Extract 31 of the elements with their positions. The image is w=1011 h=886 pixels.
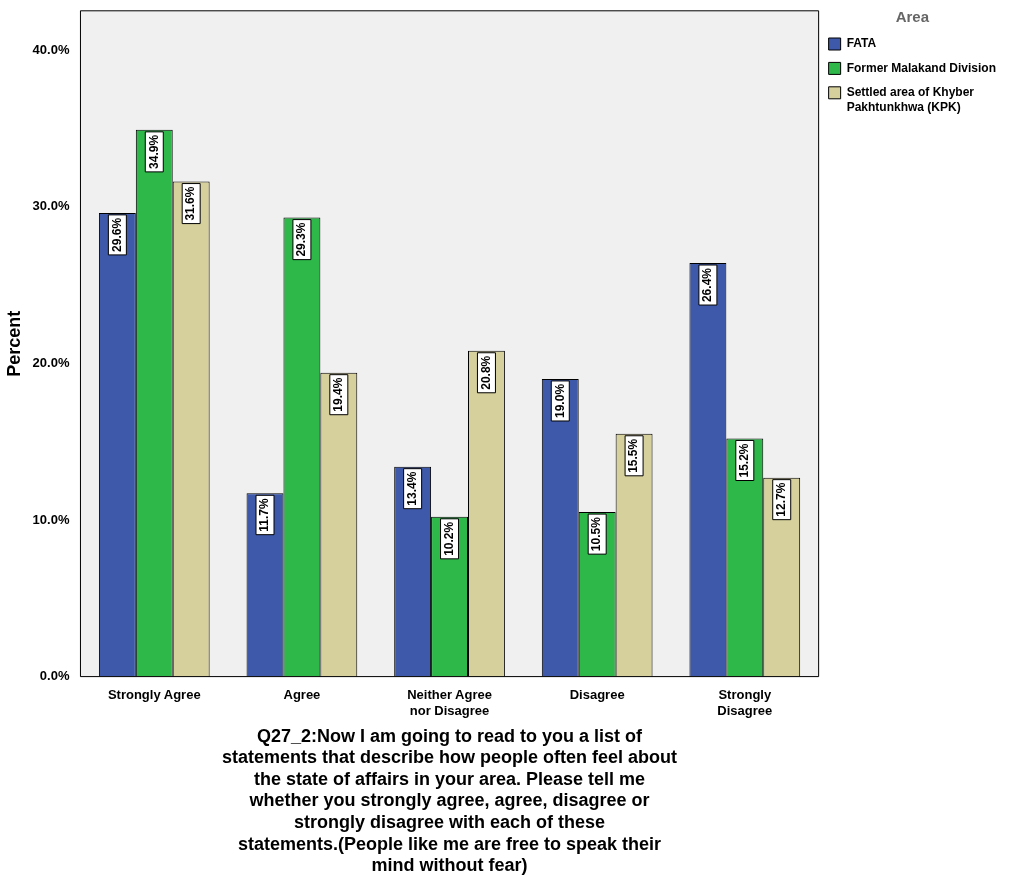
y-tick-label: 30.0% bbox=[32, 198, 70, 214]
x-axis-title: Q27_2:Now I am going to read to you a list of statements that describe how people often feel about the state of affairs in your area. Please tell me whether you strongly agree, agree, disagree or strongly disagree with each of these statements.(People like me are free to speak their mind without fear) bbox=[222, 725, 678, 876]
data-label: 10.2% bbox=[441, 521, 456, 556]
data-label: 20.8% bbox=[478, 355, 493, 390]
data-label: 15.5% bbox=[626, 438, 641, 473]
x-tick-label: Strongly Disagree bbox=[717, 686, 773, 718]
legend-label: Settled area of Khyber Pakhtunkhwa (KPK) bbox=[846, 85, 975, 114]
data-label: 15.2% bbox=[737, 443, 752, 478]
y-tick-label: 20.0% bbox=[32, 354, 70, 370]
data-label: 34.9% bbox=[146, 134, 161, 169]
y-tick-label: 0.0% bbox=[39, 668, 70, 684]
data-label: 19.4% bbox=[331, 377, 346, 412]
data-label: 13.4% bbox=[404, 471, 419, 506]
data-label: 11.7% bbox=[257, 497, 272, 532]
y-tick-label: 40.0% bbox=[32, 41, 70, 57]
data-label: 10.5% bbox=[589, 516, 604, 552]
data-label: 31.6% bbox=[183, 186, 198, 221]
data-label: 26.4% bbox=[700, 267, 715, 303]
data-label: 12.7% bbox=[774, 482, 789, 517]
y-axis-title: Percent bbox=[3, 310, 24, 377]
x-tick-label: Neither Agree nor Disagree bbox=[407, 686, 492, 718]
legend-label: FATA bbox=[846, 36, 877, 51]
data-label: 19.0% bbox=[552, 383, 567, 418]
x-tick-label: Strongly Agree bbox=[107, 686, 201, 702]
y-tick-label: 10.0% bbox=[32, 511, 70, 527]
legend-label: Former Malakand Division bbox=[846, 60, 996, 75]
x-tick-label: Agree bbox=[283, 686, 321, 702]
x-tick-label: Disagree bbox=[569, 686, 625, 702]
data-label: 29.3% bbox=[294, 222, 309, 257]
legend-title: Area bbox=[895, 7, 930, 25]
data-label: 29.6% bbox=[109, 217, 124, 252]
